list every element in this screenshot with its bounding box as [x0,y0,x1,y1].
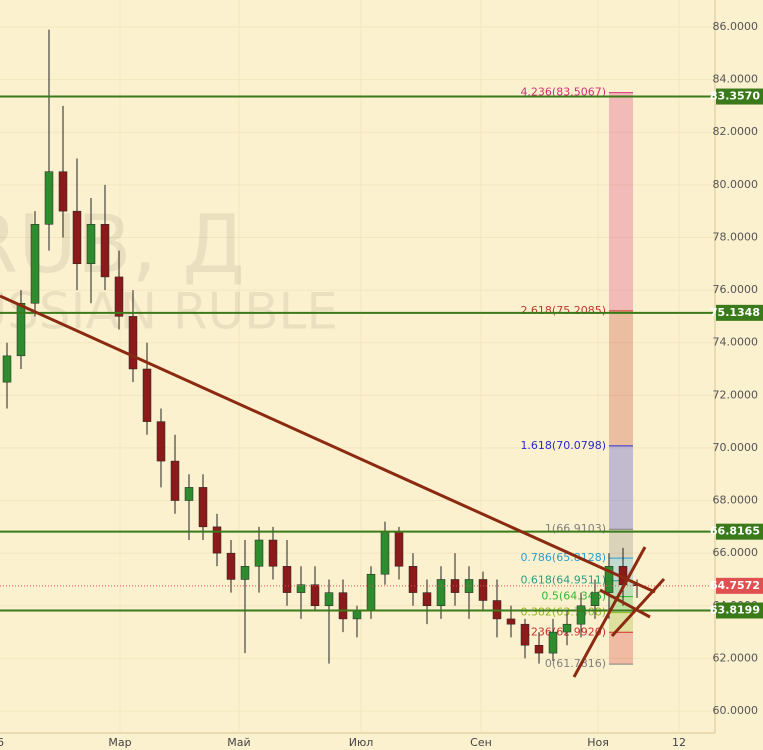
x-tick-label: Сен [470,736,492,749]
fib-label: 0.5(64.346) [541,590,606,603]
channel-line [572,546,647,678]
candle-body [184,487,194,501]
candle-body [58,171,68,212]
candle-body [576,605,586,625]
last-price-label: 64.7572 [710,579,760,592]
candle-body [422,592,432,607]
x-tick-label: 2016 [0,736,4,749]
trend-lines [0,294,666,678]
candle-body [198,487,208,528]
watermark: USDRUB, Д [0,198,245,291]
y-tick-label: 84.0000 [713,73,759,86]
fib-label: 1(66.9103) [545,522,606,535]
candle-body [478,579,488,601]
candle-body [170,460,180,501]
y-tick-label: 86.0000 [713,20,759,33]
candle-body [450,579,460,593]
candle-body [114,276,124,317]
candle-body [534,644,544,654]
level-tag [716,602,763,619]
candle-body [282,566,292,593]
candle-body [352,610,362,620]
fib-zone [609,92,633,311]
candle-body [296,584,306,593]
candle-body [44,171,54,225]
candle-body [142,368,152,422]
x-tick-label: Июл [349,736,374,749]
channel-line [610,577,666,638]
y-tick-label: 74.0000 [713,336,759,349]
x-tick-label: Май [227,736,250,749]
y-tick-label: 68.0000 [713,494,759,507]
candle-body [128,316,138,370]
candle-body [30,224,40,304]
y-tick-label: 60.0000 [713,704,759,717]
candle-body [394,531,404,567]
x-tick-label: Мар [108,736,131,749]
candle-body [520,623,530,646]
candle-body [548,631,558,654]
candle-body [16,302,26,357]
candle-body [240,566,250,580]
y-tick-label: 66.0000 [713,546,759,559]
candle-body [366,573,376,612]
x-tick-label: Ноя [587,736,609,749]
channel-line [599,588,651,619]
level-label: 63.8199 [710,604,760,617]
watermark: RUSSIAN RUBLE [0,283,338,341]
level-tag [716,88,763,105]
y-tick-label: 70.0000 [713,441,759,454]
trend-line [0,294,656,594]
fib-zone [609,445,633,530]
candle-body [324,592,334,607]
fib-label: 4.236(83.5067) [520,86,606,99]
y-tick-label: 72.0000 [713,388,759,401]
candle-body [338,592,348,620]
candle-body [408,566,418,593]
candle-body [212,526,222,554]
level-label: 75.1348 [710,306,760,319]
x-tick-label: 12 [672,736,686,749]
candle-body [380,531,390,575]
level-tag [716,304,763,321]
y-tick-label: 80.0000 [713,178,759,191]
candle-body [268,539,278,567]
level-tag [716,523,763,540]
candle-body [2,355,12,383]
fib-label: 1.618(70.0798) [520,439,606,452]
candle-body [72,210,82,265]
fib-zone [609,632,633,665]
last-price-tag [716,577,763,594]
fib-label: 2.618(75.2085) [520,304,606,317]
candle-body [310,584,320,607]
fib-label: 0(61.7816) [545,657,606,670]
y-tick-label: 78.0000 [713,230,759,243]
candle-body [86,224,96,265]
fib-label: 0.786(65.8128) [520,551,606,564]
candle-body [562,623,572,633]
candle-body [590,592,600,607]
candle-body [226,552,236,580]
candle-body [254,539,264,567]
candle-body [436,579,446,607]
y-tick-label: 62.0000 [713,651,759,664]
candle-body [100,224,110,278]
candle-body [156,421,166,462]
fib-zone [609,310,633,446]
y-tick-label: 76.0000 [713,283,759,296]
candle-body [604,566,614,593]
candle-body [506,618,516,625]
fib-label: 0.382(63.7408) [520,606,606,619]
fib-label: 0.618(64.9511) [520,574,606,587]
y-tick-label: 82.0000 [713,125,759,138]
level-label: 83.3570 [710,90,760,103]
level-label: 66.8165 [710,525,760,538]
fib-zone [609,529,633,559]
